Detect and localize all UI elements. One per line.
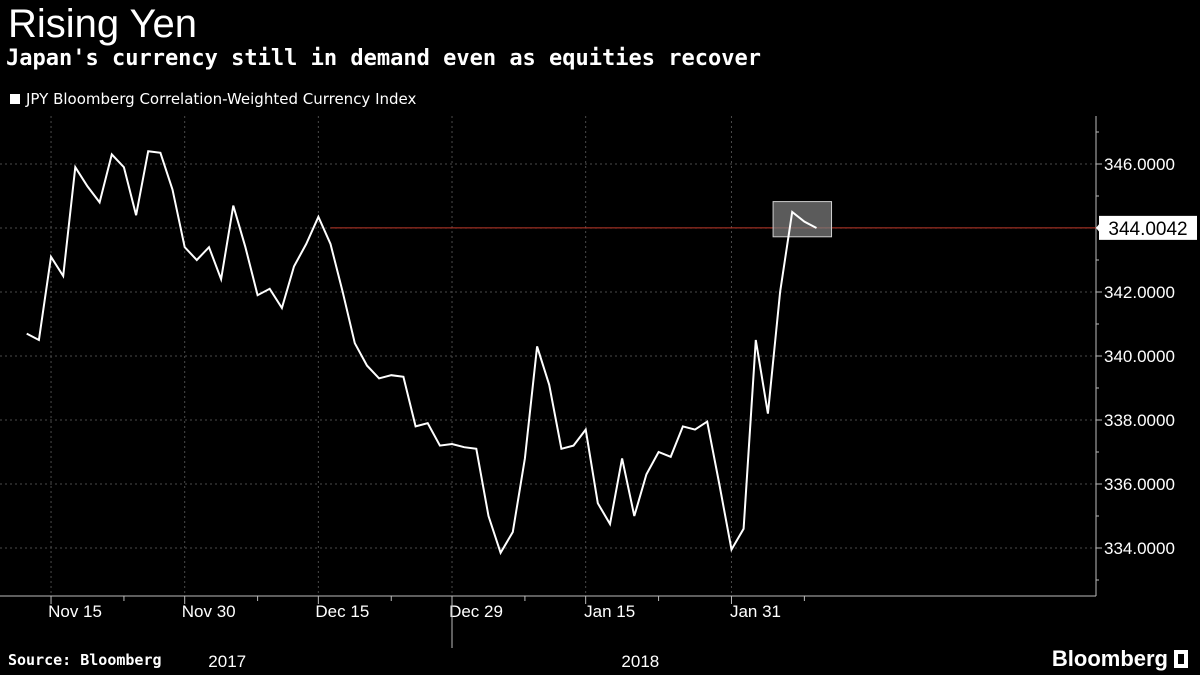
y-tick-label: 342.0000 [1104,283,1175,302]
legend-label: JPY Bloomberg Correlation-Weighted Curre… [26,90,417,108]
x-tick-label: Nov 30 [182,602,236,621]
last-value-badge [1099,215,1197,240]
y-tick-label: 338.0000 [1104,411,1175,430]
chart-subtitle: Japan's currency still in demand even as… [6,46,761,71]
y-tick-label: 340.0000 [1104,347,1175,366]
source-note: Source: Bloomberg [8,651,162,669]
x-tick-label: Jan 31 [730,602,781,621]
y-tick-label: 334.0000 [1104,539,1175,558]
legend-swatch [10,94,20,104]
x-tick-label: Nov 15 [48,602,102,621]
y-tick-label: 336.0000 [1104,475,1175,494]
y-tick-label: 346.0000 [1104,155,1175,174]
series-line [26,150,817,556]
brand-name: Bloomberg [1051,646,1168,671]
last-value-pointer [1096,221,1101,234]
x-tick-label: Jan 15 [584,602,635,621]
x-tick-label: Dec 29 [449,602,503,621]
chart-title: Rising Yen [8,2,198,46]
year-label: 2018 [621,652,659,671]
legend: JPY Bloomberg Correlation-Weighted Curre… [10,90,416,108]
year-label: 2017 [208,652,246,671]
brand-logo: Bloomberg [1052,646,1188,672]
bloomberg-terminal-icon [1174,650,1188,668]
last-value-label: 344.0042 [1108,219,1187,240]
x-tick-label: Dec 15 [315,602,369,621]
